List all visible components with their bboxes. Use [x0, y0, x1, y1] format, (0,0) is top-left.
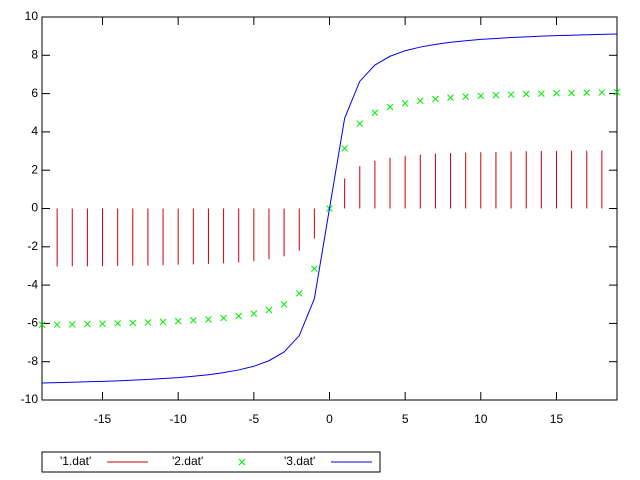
y-tick-label: -10	[21, 392, 39, 406]
point	[613, 88, 621, 96]
point	[477, 92, 485, 100]
point	[537, 90, 545, 97]
point	[447, 94, 454, 101]
y-tick-label: 2	[31, 162, 38, 176]
point	[144, 319, 152, 326]
legend-frame	[41, 451, 381, 473]
point	[159, 318, 167, 326]
point	[356, 120, 364, 128]
y-tick-label: 0	[31, 201, 38, 215]
point	[129, 319, 137, 327]
point	[220, 314, 227, 322]
point	[598, 89, 606, 96]
y-tick-label: 6	[31, 86, 38, 100]
point	[416, 97, 424, 105]
point	[432, 95, 439, 103]
point	[68, 321, 76, 328]
point	[38, 321, 46, 329]
legend-label: '1.dat'	[60, 454, 91, 468]
x-tick-label: -15	[94, 412, 112, 426]
x-tick-label: 15	[550, 412, 564, 426]
point	[295, 289, 303, 297]
point	[280, 300, 288, 308]
x-tick-label: -5	[249, 412, 260, 426]
point	[507, 91, 515, 98]
point	[84, 320, 91, 328]
y-tick-label: 4	[31, 124, 38, 138]
point	[250, 310, 258, 317]
point	[53, 321, 61, 328]
point	[386, 103, 394, 111]
x-tick-label: 5	[402, 412, 409, 426]
point	[189, 316, 197, 324]
x-tick-label: 10	[474, 412, 488, 426]
y-tick-label: -2	[27, 239, 38, 253]
y-tick-label: 10	[25, 9, 39, 23]
point	[311, 265, 318, 272]
legend-label: '3.dat'	[284, 454, 315, 468]
x-tick-label: 0	[326, 412, 333, 426]
point	[114, 320, 122, 327]
y-tick-label: -4	[27, 277, 38, 291]
point	[568, 89, 575, 97]
y-tick-label: -6	[27, 316, 38, 330]
line	[41, 33, 618, 384]
point	[341, 145, 348, 152]
legend-label: '2.dat'	[172, 454, 203, 468]
legend-swatch	[238, 458, 246, 466]
point	[174, 317, 182, 325]
point	[371, 109, 379, 117]
point	[522, 90, 530, 98]
point	[462, 93, 470, 101]
point	[235, 312, 243, 320]
x-tick-label: -10	[170, 412, 188, 426]
point	[492, 91, 500, 99]
y-tick-label: 8	[31, 47, 38, 61]
point	[205, 316, 212, 323]
point	[553, 89, 560, 97]
y-tick-label: -8	[27, 354, 38, 368]
point	[99, 320, 106, 328]
point	[401, 100, 409, 107]
point	[265, 306, 273, 314]
point	[583, 89, 591, 96]
